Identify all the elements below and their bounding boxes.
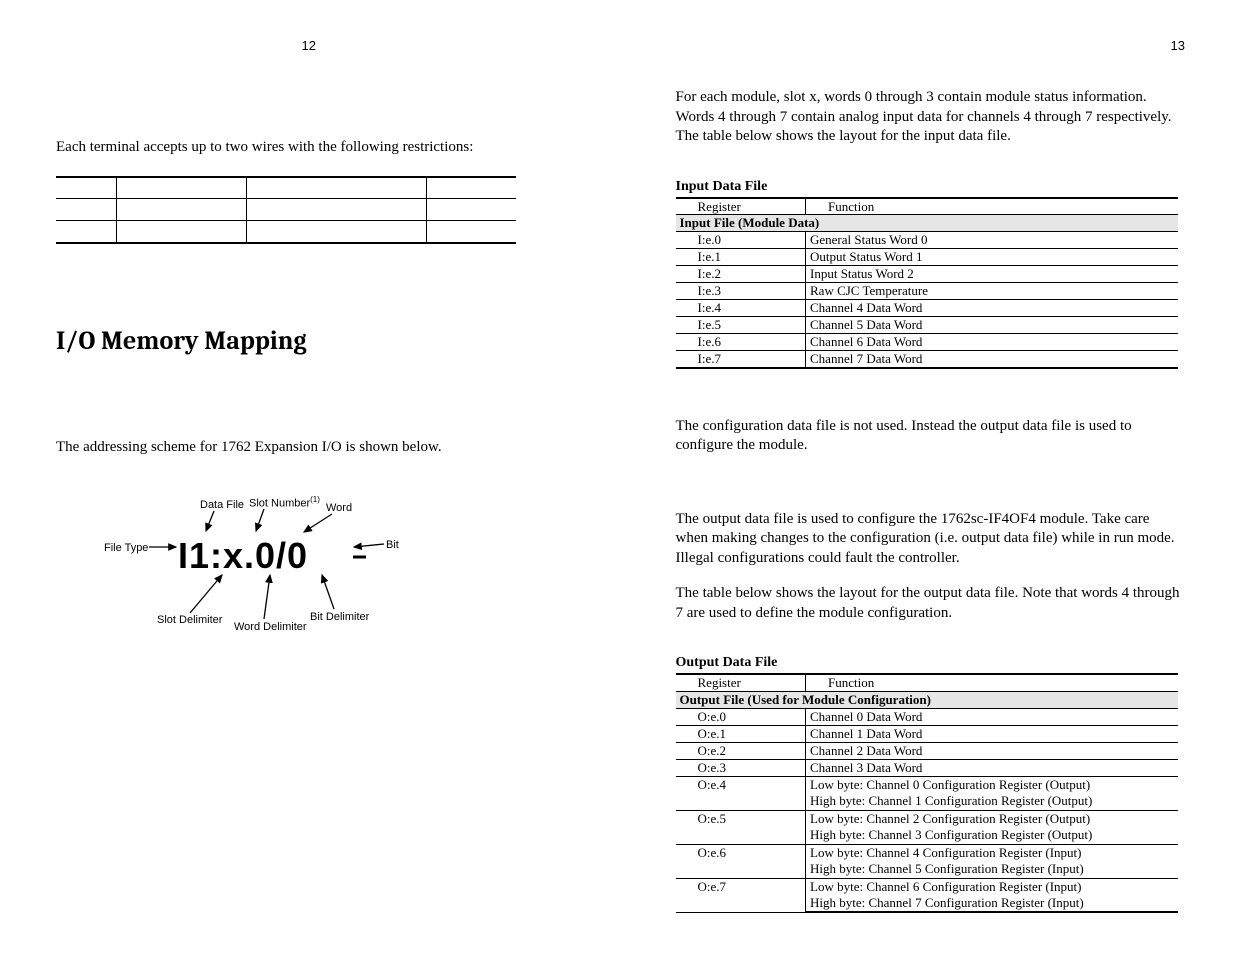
function-cell: Low byte: Channel 2 Configuration Regist… [806,810,1178,827]
register-cell: O:e.1 [676,725,806,742]
output-configure-para: The output data file is used to configur… [676,510,1184,569]
table-cell [56,199,116,221]
table-cell [246,177,426,199]
addressing-intro: The addressing scheme for 1762 Expansion… [56,438,568,458]
register-cell: O:e.5 [676,810,806,844]
table-cell [56,221,116,243]
config-not-used-para: The configuration data file is not used.… [676,417,1184,456]
function-cell: Low byte: Channel 6 Configuration Regist… [806,878,1178,895]
function-cell: Channel 4 Data Word [806,300,1178,317]
wire-restrictions-table [56,176,516,244]
input-table-title: Input Data File [676,179,1184,195]
function-cell: Channel 0 Data Word [806,708,1178,725]
table-group: Output File (Used for Module Configurati… [676,691,1178,708]
register-cell: I:e.4 [676,300,806,317]
label-data-file: Data File [200,499,244,511]
output-table-title: Output Data File [676,655,1184,671]
register-cell: O:e.2 [676,742,806,759]
function-cell: General Status Word 0 [806,232,1178,249]
register-cell: I:e.6 [676,334,806,351]
input-data-file-table: RegisterFunctionInput File (Module Data)… [676,197,1178,369]
function-cell: High byte: Channel 7 Configuration Regis… [806,895,1178,912]
function-cell: Low byte: Channel 0 Configuration Regist… [806,776,1178,793]
function-cell: Input Status Word 2 [806,266,1178,283]
label-slot-number: Slot Number(1) [249,495,320,510]
heading-io-memory-mapping: I/O Memory Mapping [56,326,568,356]
table-header: Register [676,198,806,215]
function-cell: Channel 3 Data Word [806,759,1178,776]
table-cell [246,199,426,221]
register-cell: I:e.0 [676,232,806,249]
function-cell: High byte: Channel 3 Configuration Regis… [806,827,1178,844]
function-cell: Channel 6 Data Word [806,334,1178,351]
table-cell [426,221,516,243]
address-syntax: I1:x.0/0 [178,535,308,577]
register-cell: I:e.3 [676,283,806,300]
register-cell: O:e.6 [676,844,806,878]
register-cell: I:e.1 [676,249,806,266]
label-file-type: File Type [104,542,148,554]
function-cell: High byte: Channel 5 Configuration Regis… [806,861,1178,878]
table-cell [246,221,426,243]
label-word: Word [326,502,352,514]
addressing-diagram: I1:x.0/0 Data File Slot Number(1) Word F… [104,477,434,657]
table-group: Input File (Module Data) [676,215,1178,232]
output-data-file-table: RegisterFunctionOutput File (Used for Mo… [676,673,1178,913]
table-cell [116,177,246,199]
page-number-left: 12 [302,38,316,53]
function-cell: Raw CJC Temperature [806,283,1178,300]
page-number-right: 13 [1171,38,1185,53]
register-cell: O:e.7 [676,878,806,912]
register-cell: I:e.7 [676,351,806,368]
table-header: Function [806,674,1178,691]
table-header: Function [806,198,1178,215]
register-cell: I:e.2 [676,266,806,283]
module-status-para: For each module, slot x, words 0 through… [676,88,1184,147]
table-cell [56,177,116,199]
page-right: 13 For each module, slot x, words 0 thro… [618,0,1235,954]
label-bit: Bit [386,539,399,551]
label-word-delim: Word Delimiter [234,621,307,633]
table-cell [116,221,246,243]
register-cell: I:e.5 [676,317,806,334]
table-header: Register [676,674,806,691]
table-cell [426,177,516,199]
table-cell [426,199,516,221]
function-cell: Channel 2 Data Word [806,742,1178,759]
function-cell: Channel 7 Data Word [806,351,1178,368]
page-left: 12 Each terminal accepts up to two wires… [0,0,618,954]
register-cell: O:e.0 [676,708,806,725]
function-cell: Low byte: Channel 4 Configuration Regist… [806,844,1178,861]
wire-restrictions-intro: Each terminal accepts up to two wires wi… [56,138,568,158]
label-bit-delim: Bit Delimiter [310,611,369,623]
table-cell [116,199,246,221]
function-cell: Channel 5 Data Word [806,317,1178,334]
register-cell: O:e.4 [676,776,806,810]
function-cell: Channel 1 Data Word [806,725,1178,742]
function-cell: Output Status Word 1 [806,249,1178,266]
label-slot-delim: Slot Delimiter [157,614,222,626]
register-cell: O:e.3 [676,759,806,776]
function-cell: High byte: Channel 1 Configuration Regis… [806,793,1178,810]
output-table-intro: The table below shows the layout for the… [676,584,1184,623]
